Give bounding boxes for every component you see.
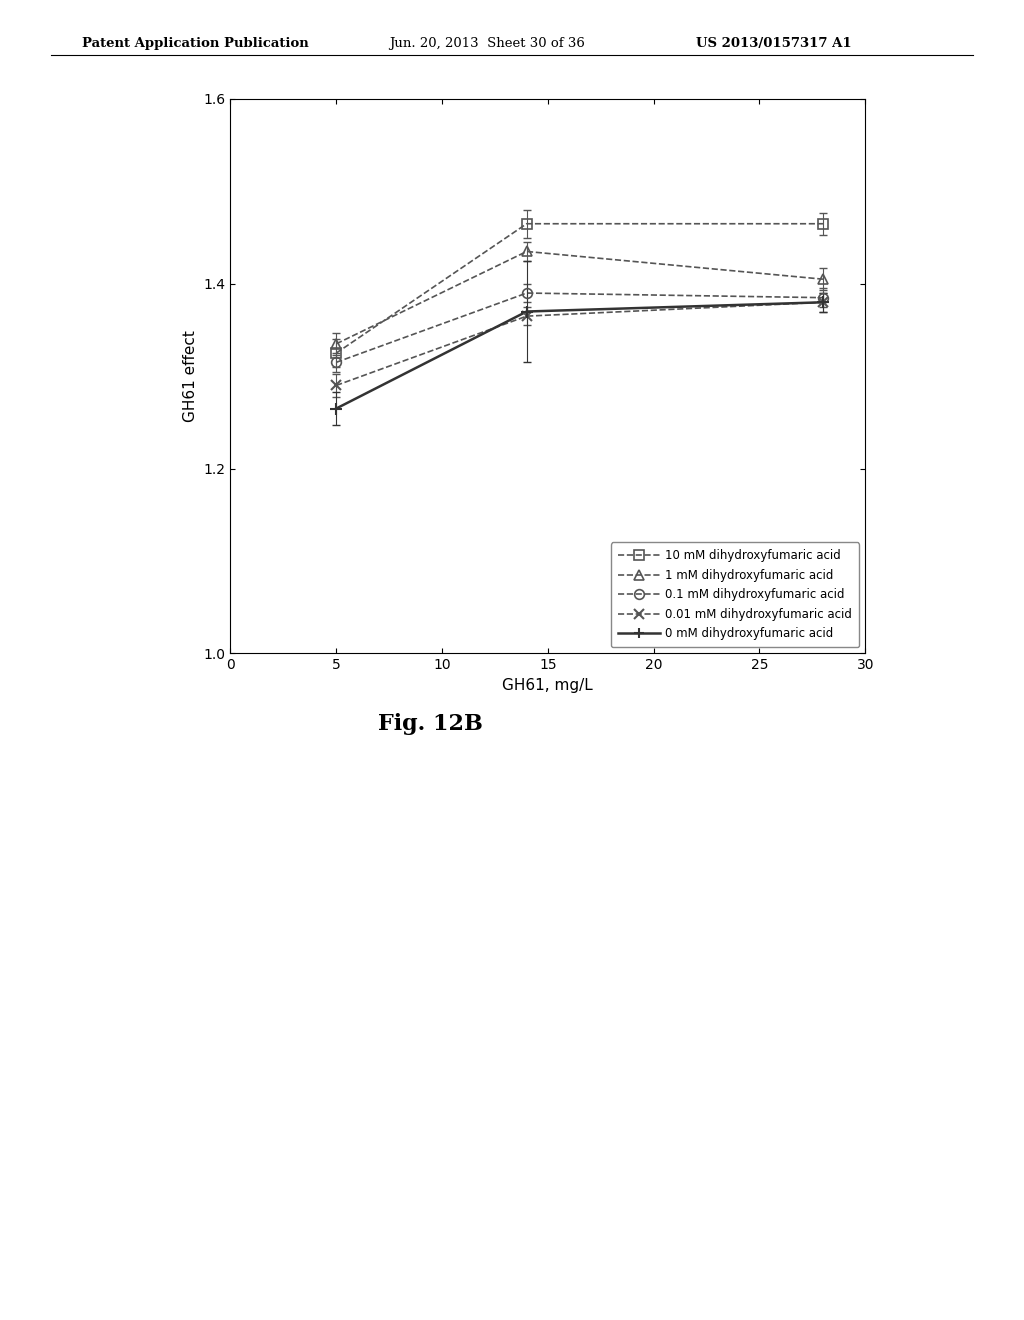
Text: Jun. 20, 2013  Sheet 30 of 36: Jun. 20, 2013 Sheet 30 of 36 <box>389 37 585 50</box>
Y-axis label: GH61 effect: GH61 effect <box>183 330 198 422</box>
X-axis label: GH61, mg/L: GH61, mg/L <box>503 677 593 693</box>
Text: Fig. 12B: Fig. 12B <box>378 713 482 735</box>
Legend: 10 mM dihydroxyfumaric acid, 1 mM dihydroxyfumaric acid, 0.1 mM dihydroxyfumaric: 10 mM dihydroxyfumaric acid, 1 mM dihydr… <box>611 543 859 648</box>
Text: Patent Application Publication: Patent Application Publication <box>82 37 308 50</box>
Text: US 2013/0157317 A1: US 2013/0157317 A1 <box>696 37 852 50</box>
